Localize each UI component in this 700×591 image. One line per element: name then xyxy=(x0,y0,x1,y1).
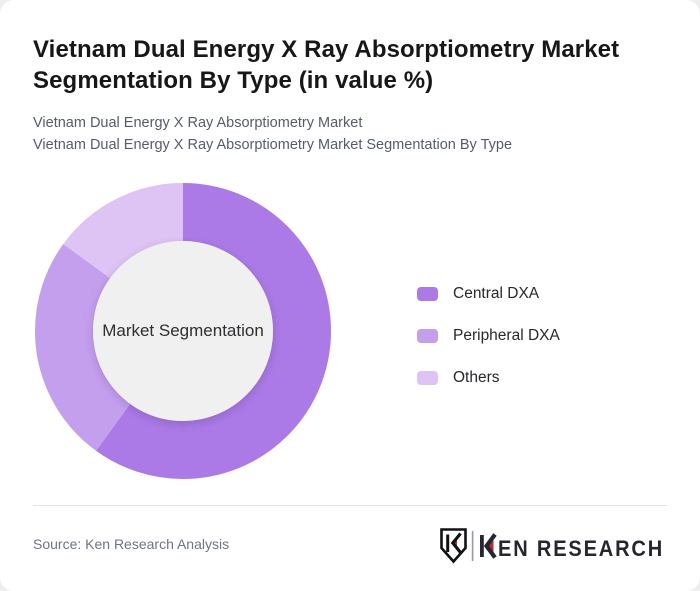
shield-icon xyxy=(440,528,467,564)
donut-chart: Market Segmentation xyxy=(35,183,331,479)
legend-item-central-dxa: Central DXA xyxy=(417,285,560,303)
donut-arcs xyxy=(35,183,331,479)
legend-swatch xyxy=(417,329,438,343)
source-note: Source: Ken Research Analysis xyxy=(33,536,230,552)
logo-divider xyxy=(471,531,474,561)
legend-swatch xyxy=(417,287,438,301)
footer-divider xyxy=(33,505,667,506)
subtitle-line-1: Vietnam Dual Energy X Ray Absorptiometry… xyxy=(33,115,363,131)
donut-center: Market Segmentation xyxy=(93,241,273,421)
ken-research-logo: EN RESEARCH xyxy=(438,526,668,566)
ken-research-logo-graphic: EN RESEARCH xyxy=(440,528,664,564)
subtitle-line-2: Vietnam Dual Energy X Ray Absorptiometry… xyxy=(33,137,513,153)
logo-k-glyph xyxy=(480,533,497,559)
legend-item-peripheral-dxa: Peripheral DXA xyxy=(417,327,560,345)
logo-brand-text: EN RESEARCH xyxy=(498,536,664,561)
page-title: Vietnam Dual Energy X Ray Absorptiometry… xyxy=(33,36,620,94)
legend-swatch xyxy=(417,371,438,385)
chart-legend: Central DXA Peripheral DXA Others xyxy=(417,285,560,387)
legend-label: Others xyxy=(453,369,500,386)
legend-label: Peripheral DXA xyxy=(453,327,560,344)
legend-item-others: Others xyxy=(417,369,560,387)
legend-label: Central DXA xyxy=(453,285,540,302)
chart-subtitles: Vietnam Dual Energy X Ray Absorptiometry… xyxy=(33,112,673,156)
donut-center-label: Market Segmentation xyxy=(102,321,264,340)
